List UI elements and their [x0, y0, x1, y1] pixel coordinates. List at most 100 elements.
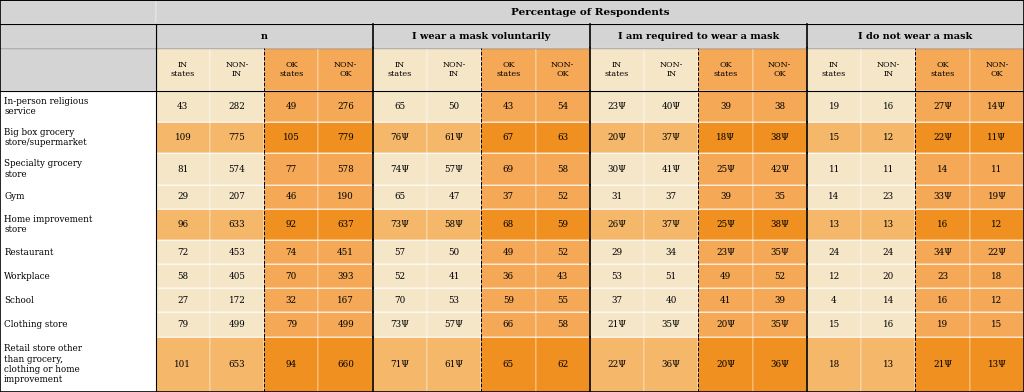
- Text: 13: 13: [883, 220, 894, 229]
- Bar: [698, 185, 753, 209]
- Text: Specialty grocery
store: Specialty grocery store: [4, 160, 82, 179]
- Text: 16: 16: [883, 102, 894, 111]
- Text: 633: 633: [228, 220, 246, 229]
- Text: 660: 660: [337, 360, 354, 369]
- Text: 55: 55: [557, 296, 568, 305]
- Text: 13: 13: [828, 220, 840, 229]
- Bar: [861, 240, 915, 265]
- Text: 57: 57: [394, 248, 406, 257]
- Bar: [156, 185, 210, 209]
- Text: 43: 43: [177, 102, 188, 111]
- Text: I do not wear a mask: I do not wear a mask: [858, 32, 973, 40]
- Text: 59: 59: [503, 296, 514, 305]
- Text: 25Ψ: 25Ψ: [716, 165, 735, 174]
- Bar: [915, 48, 970, 91]
- Bar: [318, 154, 373, 185]
- Bar: [264, 154, 318, 185]
- Text: 52: 52: [557, 192, 568, 201]
- Text: NON-
OK: NON- OK: [985, 61, 1009, 78]
- Bar: [373, 24, 590, 48]
- Text: 405: 405: [228, 272, 246, 281]
- Text: 23: 23: [883, 192, 894, 201]
- Text: 35Ψ: 35Ψ: [662, 320, 681, 329]
- Text: 74Ψ: 74Ψ: [390, 165, 410, 174]
- Text: 72: 72: [177, 248, 188, 257]
- Text: 276: 276: [337, 102, 354, 111]
- Bar: [644, 209, 698, 240]
- Bar: [318, 289, 373, 312]
- Bar: [698, 312, 753, 336]
- Text: 36Ψ: 36Ψ: [770, 360, 790, 369]
- Text: School: School: [4, 296, 34, 305]
- Bar: [644, 48, 698, 91]
- Bar: [156, 289, 210, 312]
- Text: 49: 49: [286, 102, 297, 111]
- Bar: [373, 154, 427, 185]
- Text: 27: 27: [177, 296, 188, 305]
- Bar: [970, 336, 1024, 392]
- Bar: [373, 209, 427, 240]
- Bar: [264, 48, 318, 91]
- Bar: [156, 336, 210, 392]
- Text: 13Ψ: 13Ψ: [987, 360, 1007, 369]
- Bar: [644, 91, 698, 122]
- Text: 22Ψ: 22Ψ: [607, 360, 627, 369]
- Bar: [698, 209, 753, 240]
- Text: 81: 81: [177, 165, 188, 174]
- Bar: [536, 240, 590, 265]
- Text: I wear a mask voluntarily: I wear a mask voluntarily: [412, 32, 551, 40]
- Bar: [753, 209, 807, 240]
- Bar: [481, 289, 536, 312]
- Bar: [807, 312, 861, 336]
- Bar: [644, 289, 698, 312]
- Bar: [210, 336, 264, 392]
- Bar: [481, 209, 536, 240]
- Text: 775: 775: [228, 133, 246, 142]
- Bar: [590, 185, 644, 209]
- Bar: [264, 289, 318, 312]
- Bar: [536, 209, 590, 240]
- Bar: [373, 336, 427, 392]
- Bar: [536, 48, 590, 91]
- Bar: [481, 185, 536, 209]
- Text: 40: 40: [666, 296, 677, 305]
- Text: 61Ψ: 61Ψ: [444, 360, 464, 369]
- Text: 35Ψ: 35Ψ: [770, 320, 790, 329]
- Text: 23Ψ: 23Ψ: [716, 248, 735, 257]
- Bar: [698, 91, 753, 122]
- Text: Home improvement
store: Home improvement store: [4, 215, 92, 234]
- Bar: [753, 91, 807, 122]
- Text: 70: 70: [286, 272, 297, 281]
- Bar: [210, 312, 264, 336]
- Bar: [427, 154, 481, 185]
- Text: 19Ψ: 19Ψ: [987, 192, 1007, 201]
- Text: 27Ψ: 27Ψ: [933, 102, 952, 111]
- Text: 25Ψ: 25Ψ: [716, 220, 735, 229]
- Text: 109: 109: [174, 133, 191, 142]
- Text: 22Ψ: 22Ψ: [933, 133, 952, 142]
- Bar: [156, 122, 210, 154]
- Text: 32: 32: [286, 296, 297, 305]
- Text: 37: 37: [503, 192, 514, 201]
- Bar: [590, 91, 644, 122]
- Text: 36: 36: [503, 272, 514, 281]
- Text: 29: 29: [611, 248, 623, 257]
- Text: 11: 11: [991, 165, 1002, 174]
- Text: 39: 39: [720, 192, 731, 201]
- Bar: [915, 122, 970, 154]
- Text: 62: 62: [557, 360, 568, 369]
- Bar: [0, 185, 156, 209]
- Text: 37Ψ: 37Ψ: [662, 133, 681, 142]
- Bar: [970, 289, 1024, 312]
- Bar: [264, 122, 318, 154]
- Bar: [536, 312, 590, 336]
- Bar: [590, 154, 644, 185]
- Bar: [915, 240, 970, 265]
- Bar: [318, 48, 373, 91]
- Text: 39: 39: [774, 296, 785, 305]
- Bar: [970, 185, 1024, 209]
- Bar: [210, 240, 264, 265]
- Text: NON-
OK: NON- OK: [551, 61, 574, 78]
- Bar: [318, 209, 373, 240]
- Bar: [807, 289, 861, 312]
